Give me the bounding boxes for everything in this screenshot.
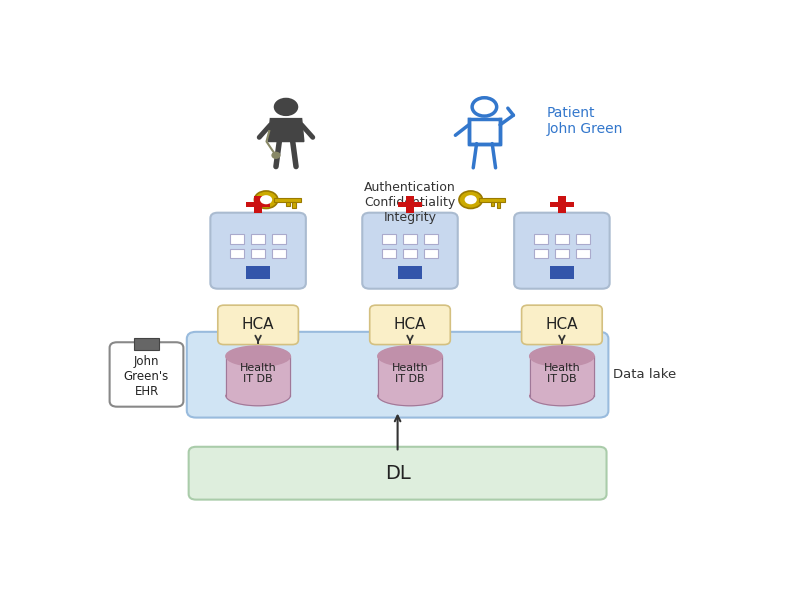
Text: HCA: HCA	[394, 317, 426, 332]
Circle shape	[465, 195, 477, 204]
Circle shape	[272, 152, 280, 158]
Bar	[550, 202, 574, 207]
Bar	[403, 249, 417, 258]
Circle shape	[254, 191, 278, 208]
Bar	[398, 202, 422, 207]
Bar	[254, 196, 262, 213]
Bar	[246, 265, 270, 279]
Bar	[534, 249, 548, 258]
Bar	[398, 265, 422, 279]
FancyBboxPatch shape	[218, 305, 298, 344]
FancyBboxPatch shape	[210, 213, 306, 289]
Circle shape	[260, 195, 272, 204]
FancyBboxPatch shape	[110, 343, 183, 407]
Bar	[479, 197, 506, 202]
Ellipse shape	[226, 346, 290, 367]
Ellipse shape	[530, 385, 594, 406]
Bar	[406, 196, 414, 213]
Bar	[424, 249, 438, 258]
FancyBboxPatch shape	[189, 447, 606, 500]
Bar	[286, 202, 290, 206]
Bar	[230, 249, 244, 258]
Bar	[226, 356, 290, 396]
Bar	[555, 234, 569, 244]
Text: HCA: HCA	[546, 317, 578, 332]
Bar	[292, 202, 296, 208]
Bar	[382, 234, 396, 244]
Bar	[251, 249, 265, 258]
Bar	[274, 197, 301, 202]
FancyBboxPatch shape	[362, 213, 458, 289]
Ellipse shape	[378, 385, 442, 406]
Bar	[230, 234, 244, 244]
Bar	[382, 249, 396, 258]
Bar	[558, 196, 566, 213]
Text: John
Green's
EHR: John Green's EHR	[124, 355, 169, 399]
FancyBboxPatch shape	[522, 305, 602, 344]
Bar	[272, 249, 286, 258]
Bar	[576, 249, 590, 258]
Text: Health
IT DB: Health IT DB	[543, 363, 580, 384]
Bar	[550, 265, 574, 279]
Bar	[134, 338, 159, 350]
Text: Health
IT DB: Health IT DB	[240, 363, 277, 384]
Bar	[272, 234, 286, 244]
Ellipse shape	[378, 346, 442, 367]
Bar	[424, 234, 438, 244]
Bar	[576, 234, 590, 244]
Bar	[403, 234, 417, 244]
FancyBboxPatch shape	[187, 332, 609, 418]
Bar	[534, 234, 548, 244]
Bar	[251, 234, 265, 244]
Bar	[497, 202, 500, 208]
Text: Health
IT DB: Health IT DB	[392, 363, 428, 384]
Ellipse shape	[226, 385, 290, 406]
Text: HCA: HCA	[242, 317, 274, 332]
FancyBboxPatch shape	[370, 305, 450, 344]
Text: Data lake: Data lake	[613, 368, 676, 381]
Bar	[378, 356, 442, 396]
Text: DL: DL	[385, 464, 410, 483]
Ellipse shape	[530, 346, 594, 367]
Polygon shape	[268, 119, 304, 141]
Bar	[530, 356, 594, 396]
Text: Patient
John Green: Patient John Green	[546, 106, 622, 136]
Bar	[491, 202, 494, 206]
Bar	[246, 202, 270, 207]
Circle shape	[274, 98, 298, 116]
Circle shape	[459, 191, 482, 208]
FancyBboxPatch shape	[514, 213, 610, 289]
Bar	[555, 249, 569, 258]
Text: Authentication
Confidentiality
Integrity: Authentication Confidentiality Integrity	[364, 181, 456, 223]
